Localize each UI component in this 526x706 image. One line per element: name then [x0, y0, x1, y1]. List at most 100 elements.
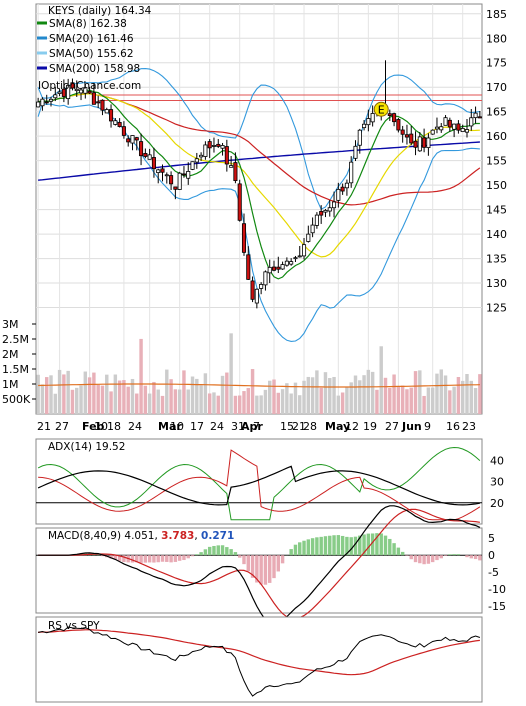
adx-tick-label: 20: [490, 497, 504, 510]
earnings-event-marker: [373, 101, 389, 117]
macd-histogram-bar: [332, 535, 336, 556]
volume-bar: [126, 386, 130, 414]
macd-histogram-bar: [439, 555, 443, 559]
candle-body: [44, 101, 49, 104]
volume-bar: [315, 370, 319, 414]
price-tick-label: 150: [486, 179, 507, 192]
volume-bar: [100, 385, 105, 414]
volume-bar: [392, 374, 396, 414]
candle-body: [139, 141, 144, 157]
candle-body: [319, 211, 324, 216]
volume-bar: [83, 371, 88, 414]
macd-histogram-bar: [452, 554, 456, 556]
macd-histogram-bar: [289, 549, 293, 556]
volume-bar: [396, 386, 401, 414]
macd-histogram-bar: [122, 555, 126, 563]
date-tick-label: 27: [55, 420, 69, 433]
volume-bar: [370, 371, 375, 414]
volume-bar: [130, 378, 135, 414]
volume-bar: [186, 389, 190, 414]
macd-histogram-bar: [400, 551, 405, 556]
volume-bar: [79, 385, 83, 414]
candle-body: [349, 161, 354, 184]
macd-signal-value: 3.783: [161, 530, 194, 542]
price-tick-label: 175: [486, 57, 507, 70]
macd-tick-label: -10: [488, 583, 506, 596]
candle-body: [83, 87, 88, 94]
macd-tick-label: -5: [488, 566, 499, 579]
volume-bar: [443, 375, 448, 414]
volume-bar: [353, 375, 358, 414]
volume-bar: [246, 388, 250, 414]
volume-bar: [255, 395, 259, 414]
volume-bar: [340, 392, 345, 414]
candle-body: [156, 169, 161, 174]
volume-bar: [319, 387, 323, 414]
price-tick-label: 140: [486, 228, 507, 241]
candle-body: [48, 98, 54, 102]
volume-bar: [207, 393, 212, 414]
price-panel: 125 130 135 140 145 150 155 160 165 170 175 180 185 5…: [2, 3, 507, 415]
date-tick-label: 10: [94, 420, 108, 433]
volume-tick-label: 2.5M: [2, 333, 29, 346]
candle-body: [134, 137, 139, 141]
volume-bar: [272, 379, 276, 414]
candle-body: [362, 123, 367, 129]
candle-body: [181, 173, 186, 176]
volume-bar: [190, 376, 195, 414]
candle-body: [340, 186, 345, 192]
volume-bar: [293, 382, 298, 414]
candle-body: [117, 122, 122, 127]
volume-bar: [233, 395, 238, 414]
macd-histogram-bar: [298, 542, 302, 556]
macd-histogram-bar: [220, 545, 225, 556]
macd-histogram-bar: [100, 555, 105, 557]
candle-body: [177, 172, 182, 190]
date-tick-label: 16: [446, 420, 460, 433]
volume-tick-label: 3M: [2, 318, 19, 331]
macd-histogram-value: 0.271: [201, 530, 234, 542]
macd-histogram-bar: [413, 555, 418, 563]
macd-histogram-bar: [323, 536, 328, 556]
macd-histogram-bar: [173, 555, 178, 562]
volume-bar: [139, 338, 143, 414]
candle-body: [207, 141, 212, 149]
volume-bar: [220, 375, 225, 414]
macd-histogram-bar: [182, 555, 186, 561]
macd-histogram-bar: [358, 535, 362, 556]
candle-body: [284, 260, 289, 266]
volume-bar: [276, 392, 281, 414]
adx-tick-label: 30: [490, 476, 504, 489]
volume-tick-label: 2M: [2, 348, 19, 361]
candle-body: [199, 154, 204, 158]
macd-histogram-bar: [195, 554, 199, 556]
candle-body: [271, 266, 277, 271]
macd-histogram-bar: [396, 547, 401, 556]
candle-body: [387, 113, 392, 116]
macd-label: MACD(8,40,9) 4.051, 3.783, 0.271: [48, 530, 234, 542]
macd-tick-label: -15: [488, 600, 506, 613]
macd-histogram-bar: [276, 555, 281, 572]
volume-bar: [362, 375, 366, 414]
volume-bar: [426, 387, 431, 414]
sma8-line: [37, 89, 480, 280]
candle-body: [194, 158, 199, 163]
date-tick-label: 17: [190, 420, 204, 433]
macd-histogram-bar: [353, 536, 358, 556]
candle-body: [151, 157, 156, 170]
candle-body: [301, 244, 307, 257]
chart-title: KEYS (daily) 164.34: [48, 5, 152, 17]
candle-body: [413, 140, 418, 148]
macd-histogram-bar: [165, 555, 169, 562]
candle-body: [66, 84, 71, 100]
date-tick-label: 7: [253, 420, 260, 433]
candle-body: [233, 162, 238, 182]
macd-histogram-bar: [456, 554, 461, 556]
volume-bar: [332, 376, 336, 414]
macd-histogram-bar: [336, 535, 341, 556]
date-tick-label: May: [325, 420, 350, 433]
candle-body: [327, 207, 332, 212]
volume-bar: [169, 379, 173, 414]
macd-histogram-bar: [306, 539, 311, 556]
